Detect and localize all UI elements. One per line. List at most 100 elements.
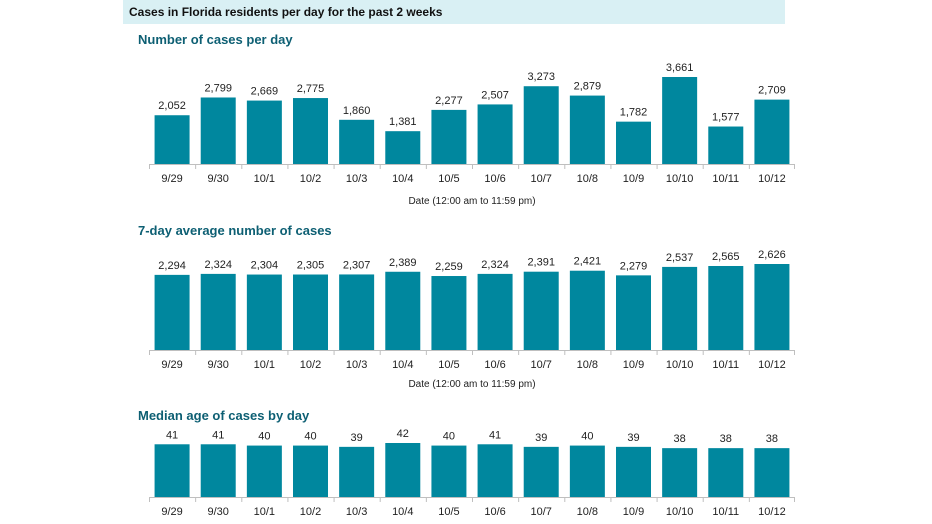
avg-bar-10/7 bbox=[523, 271, 559, 350]
cases-bar-10/4 bbox=[385, 131, 421, 164]
avg-bar-9/29 bbox=[154, 274, 190, 350]
age-bar-10/6 bbox=[477, 444, 513, 497]
avg-value-label: 2,537 bbox=[666, 252, 694, 264]
cases-tick-label: 10/11 bbox=[712, 173, 739, 185]
cases-tick-label: 10/4 bbox=[392, 173, 413, 185]
cases-x-axis-label: Date (12:00 am to 11:59 pm) bbox=[408, 196, 535, 207]
age-tick-label: 10/2 bbox=[300, 506, 321, 518]
cases-bar-10/8 bbox=[569, 95, 605, 164]
avg-value-label: 2,421 bbox=[574, 256, 602, 268]
age-tick-label: 9/29 bbox=[161, 506, 182, 518]
cases-tick-label: 10/2 bbox=[300, 173, 321, 185]
avg-bar-10/8 bbox=[569, 270, 605, 350]
age-value-label: 38 bbox=[674, 433, 686, 445]
age-tick-label: 10/3 bbox=[346, 506, 367, 518]
age-tick-label: 10/10 bbox=[666, 506, 694, 518]
cases-tick-label: 10/7 bbox=[531, 173, 552, 185]
age-bar-9/29 bbox=[154, 444, 190, 497]
age-value-label: 39 bbox=[535, 432, 547, 444]
avg-value-label: 2,279 bbox=[620, 260, 648, 272]
age-bar-10/12 bbox=[754, 448, 790, 497]
age-value-label: 39 bbox=[351, 432, 363, 444]
header-title: Cases in Florida residents per day for t… bbox=[129, 5, 443, 19]
avg-value-label: 2,324 bbox=[481, 259, 509, 271]
avg-bar-10/6 bbox=[477, 273, 513, 350]
seven-day-average-chart: 2,294 9/29 2,324 9/30 2,304 10/1 2,305 10/2 2,30… bbox=[149, 249, 795, 390]
avg-tick-label: 10/7 bbox=[531, 359, 552, 371]
avg-tick-label: 10/2 bbox=[300, 359, 321, 371]
cases-value-label: 2,277 bbox=[435, 95, 463, 107]
avg-tick-label: 9/29 bbox=[161, 359, 182, 371]
avg-bar-10/11 bbox=[708, 265, 744, 350]
age-bar-10/7 bbox=[523, 446, 559, 497]
age-value-label: 40 bbox=[258, 431, 270, 443]
age-value-label: 40 bbox=[443, 431, 455, 443]
age-tick-label: 9/30 bbox=[208, 506, 229, 518]
age-bar-10/1 bbox=[246, 445, 282, 497]
avg-bar-10/10 bbox=[662, 266, 698, 350]
cases-tick-label: 10/12 bbox=[758, 173, 786, 185]
age-value-label: 39 bbox=[627, 432, 639, 444]
avg-value-label: 2,324 bbox=[204, 259, 232, 271]
age-value-label: 38 bbox=[720, 433, 732, 445]
chart-title-median-age: Median age of cases by day bbox=[138, 408, 310, 423]
avg-value-label: 2,389 bbox=[389, 257, 417, 269]
avg-bar-10/1 bbox=[246, 274, 282, 350]
age-tick-label: 10/8 bbox=[577, 506, 598, 518]
age-bar-9/30 bbox=[200, 444, 236, 497]
avg-value-label: 2,259 bbox=[435, 261, 463, 273]
avg-value-label: 2,304 bbox=[251, 260, 279, 272]
cases-bar-10/10 bbox=[662, 77, 698, 164]
avg-tick-label: 10/4 bbox=[392, 359, 413, 371]
avg-tick-label: 10/12 bbox=[758, 359, 786, 371]
avg-tick-label: 10/11 bbox=[712, 359, 739, 371]
age-bar-10/4 bbox=[385, 443, 421, 497]
age-tick-label: 10/5 bbox=[438, 506, 459, 518]
avg-bar-9/30 bbox=[200, 273, 236, 350]
age-value-label: 40 bbox=[304, 431, 316, 443]
cases-tick-label: 9/30 bbox=[208, 173, 229, 185]
header-bar: Cases in Florida residents per day for t… bbox=[123, 0, 785, 24]
avg-tick-label: 10/3 bbox=[346, 359, 367, 371]
cases-tick-label: 10/5 bbox=[438, 173, 459, 185]
median-age-chart: 41 9/29 41 9/30 40 10/1 40 10/2 39 10/3 42 10/4 40 10… bbox=[149, 428, 795, 518]
chart-title-cases: Number of cases per day bbox=[138, 32, 293, 47]
avg-tick-label: 10/6 bbox=[484, 359, 505, 371]
avg-value-label: 2,565 bbox=[712, 251, 740, 263]
cases-value-label: 1,860 bbox=[343, 105, 371, 117]
cases-tick-label: 10/1 bbox=[254, 173, 275, 185]
age-bar-10/8 bbox=[569, 445, 605, 497]
age-tick-label: 10/7 bbox=[531, 506, 552, 518]
avg-value-label: 2,307 bbox=[343, 259, 371, 271]
avg-tick-label: 10/8 bbox=[577, 359, 598, 371]
cases-value-label: 2,879 bbox=[574, 81, 602, 93]
cases-value-label: 1,577 bbox=[712, 112, 740, 124]
age-bar-10/10 bbox=[662, 448, 698, 497]
cases-value-label: 3,661 bbox=[666, 62, 694, 74]
cases-per-day-chart: 2,052 9/29 2,799 9/30 2,669 10/1 2,775 10/2 1,86… bbox=[149, 62, 795, 207]
cases-bar-10/11 bbox=[708, 126, 744, 164]
cases-value-label: 1,381 bbox=[389, 116, 417, 128]
cases-value-label: 2,052 bbox=[158, 100, 186, 112]
cases-bar-10/3 bbox=[339, 119, 375, 164]
cases-bar-10/2 bbox=[293, 98, 328, 164]
avg-tick-label: 10/9 bbox=[623, 359, 644, 371]
age-tick-label: 10/12 bbox=[758, 506, 786, 518]
age-bar-10/9 bbox=[616, 446, 651, 497]
age-bar-10/2 bbox=[293, 445, 328, 497]
age-tick-label: 10/9 bbox=[623, 506, 644, 518]
avg-value-label: 2,391 bbox=[527, 257, 555, 269]
cases-tick-label: 9/29 bbox=[161, 173, 182, 185]
avg-bar-10/4 bbox=[385, 271, 421, 350]
avg-x-axis-label: Date (12:00 am to 11:59 pm) bbox=[408, 379, 535, 390]
age-value-label: 41 bbox=[212, 429, 224, 441]
age-value-label: 40 bbox=[581, 431, 593, 443]
age-bar-10/5 bbox=[431, 445, 467, 497]
avg-bar-10/12 bbox=[754, 264, 790, 350]
avg-value-label: 2,305 bbox=[297, 260, 325, 272]
avg-value-label: 2,626 bbox=[758, 249, 786, 261]
chart-title-avg: 7-day average number of cases bbox=[138, 223, 332, 238]
avg-bar-10/5 bbox=[431, 276, 467, 350]
cases-bar-10/1 bbox=[246, 100, 282, 164]
age-tick-label: 10/11 bbox=[712, 506, 739, 518]
